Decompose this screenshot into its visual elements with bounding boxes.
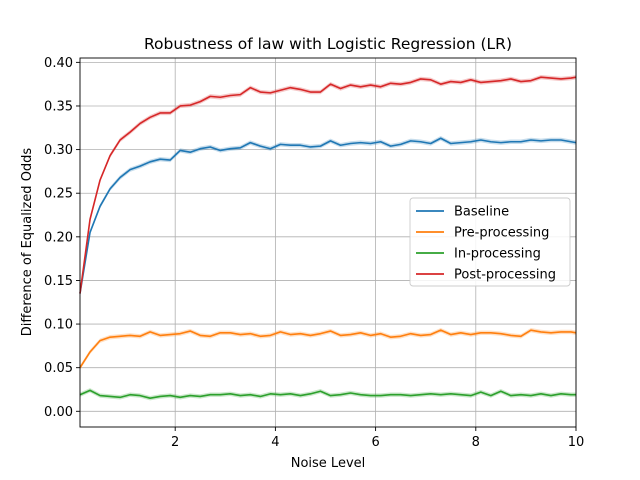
- series-line-2: [79, 389, 576, 400]
- y-tick-label-1: 0.05: [44, 361, 73, 376]
- legend-box: [409, 197, 571, 287]
- plot-area: 2 4 6 8 10 0.00 0.05 0.10 0.15 0.20 0.25 0.30 0.35 0.…: [44, 56, 584, 450]
- y-tick-label-0: 0.00: [44, 405, 73, 420]
- y-tick-label-3: 0.15: [44, 274, 73, 289]
- x-axis-label: Noise Level: [291, 456, 366, 471]
- y-tick-label-4: 0.20: [44, 230, 73, 245]
- series-line-3: [79, 76, 577, 294]
- y-tick-label-6: 0.30: [44, 143, 73, 158]
- y-tick-label-7: 0.35: [44, 99, 73, 114]
- legend-label-0: Baseline: [454, 205, 509, 220]
- legend-label-2: In-processing: [454, 247, 541, 262]
- x-tick-label-0: 2: [171, 435, 179, 450]
- x-tick-label-3: 8: [472, 435, 480, 450]
- x-tick-label-2: 6: [371, 435, 379, 450]
- y-axis-label: Difference of Equalized Odds: [20, 148, 35, 337]
- x-tick-label-4: 10: [568, 435, 585, 450]
- legend-label-1: Pre-processing: [454, 226, 549, 241]
- legend-label-3: Post-processing: [454, 268, 556, 283]
- y-tick-label-5: 0.25: [44, 187, 73, 202]
- series-line-0: [79, 137, 577, 294]
- chart-title: Robustness of law with Logistic Regressi…: [144, 35, 512, 53]
- y-tick-label-2: 0.10: [44, 318, 73, 333]
- y-tick-label-8: 0.40: [44, 56, 73, 71]
- axes-frame: [79, 57, 577, 428]
- series-line-1: [79, 329, 577, 369]
- x-tick-label-1: 4: [271, 435, 279, 450]
